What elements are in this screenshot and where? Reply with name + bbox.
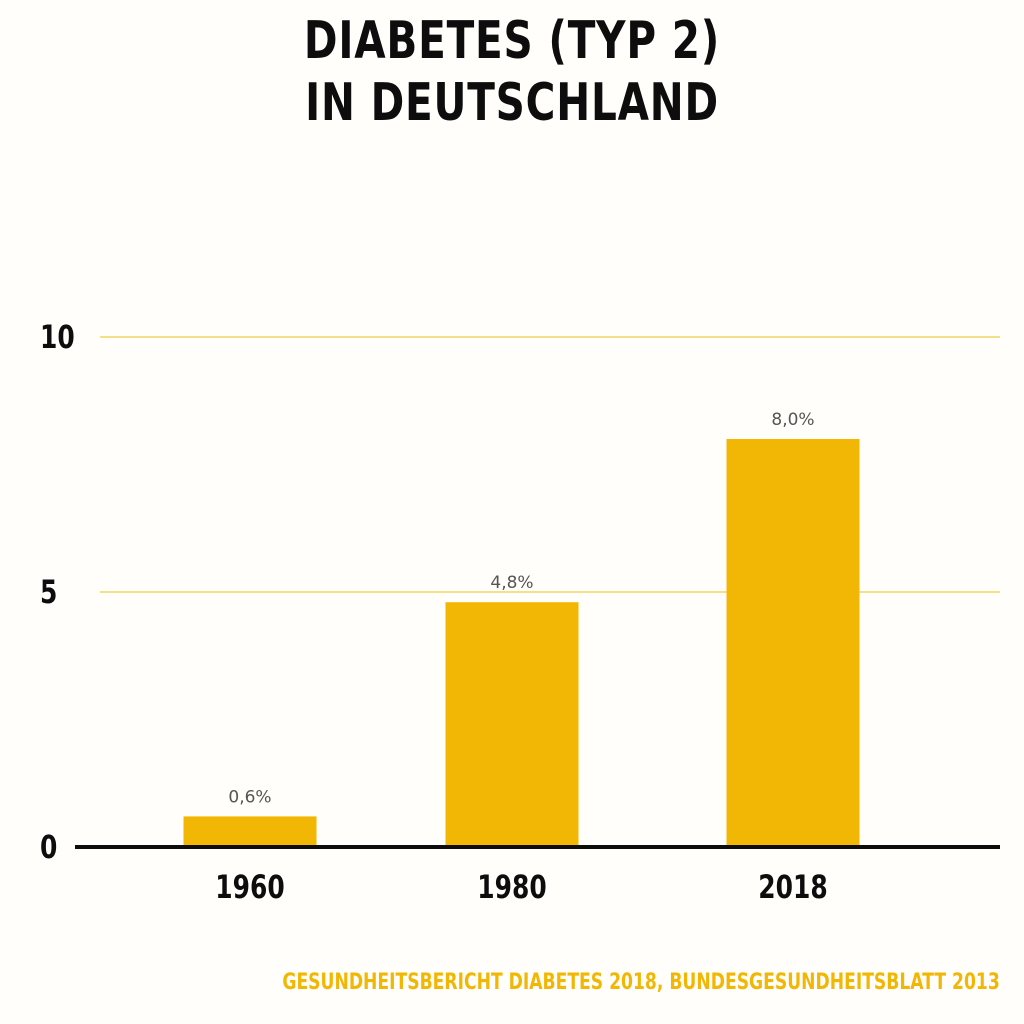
bar-2018 <box>726 439 860 847</box>
x-tick-label-2018: 2018 <box>758 868 827 906</box>
x-tick-label-1980: 1980 <box>477 868 546 906</box>
chart-title: DIABETES (TYP 2) IN DEUTSCHLAND <box>113 10 912 134</box>
source-note: GESUNDHEITSBERICHT DIABETES 2018, BUNDES… <box>282 970 1000 995</box>
bar-1980 <box>445 602 579 847</box>
data-label-1960: 0,6% <box>228 787 271 807</box>
y-tick-label-0: 0 <box>40 828 57 866</box>
chart-title-line-2: IN DEUTSCHLAND <box>305 73 719 133</box>
data-label-1980: 4,8% <box>490 573 533 593</box>
chart-title-line-1: DIABETES (TYP 2) <box>303 11 721 71</box>
x-tick-label-1960: 1960 <box>215 868 284 906</box>
y-tick-label-5: 5 <box>40 573 57 611</box>
bar-1960 <box>183 816 317 847</box>
y-tick-label-10: 10 <box>40 318 75 356</box>
data-label-2018: 8,0% <box>771 410 814 430</box>
